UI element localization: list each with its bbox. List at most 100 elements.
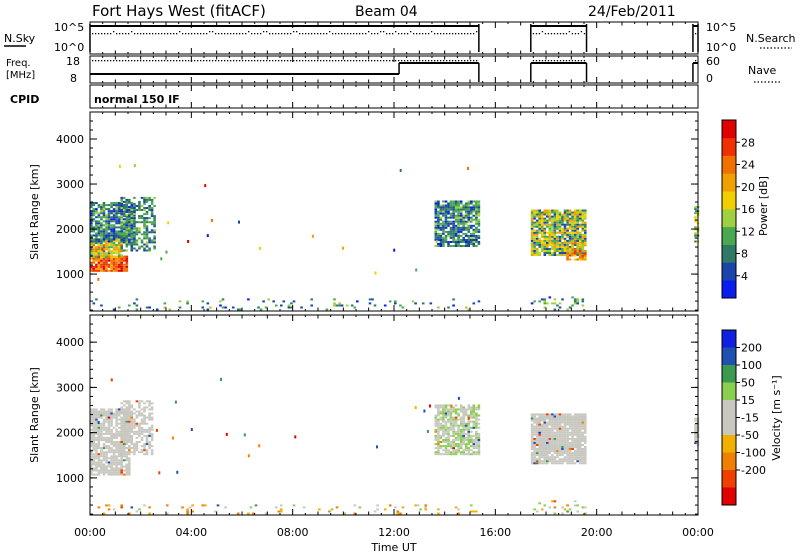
scatter-cell xyxy=(459,230,463,233)
nave-dot xyxy=(425,60,427,62)
scatter-cell xyxy=(128,451,131,454)
scatter-cell xyxy=(535,460,539,463)
scatter-cell xyxy=(133,445,136,448)
scatter-cell xyxy=(437,445,440,448)
scatter-cell xyxy=(571,433,574,436)
scatter-cell xyxy=(238,220,240,224)
scatter-cell xyxy=(546,239,549,242)
scatter-cell xyxy=(576,219,579,222)
scatter-cell xyxy=(138,434,141,437)
scatter-cell xyxy=(475,208,478,211)
scatter-cell xyxy=(102,412,106,415)
scatter-cell xyxy=(125,406,129,409)
nave-dot xyxy=(293,60,295,62)
scatter-cell xyxy=(477,414,481,417)
scatter-cell xyxy=(143,219,146,222)
scatter-cell xyxy=(447,243,450,245)
scatter-cell xyxy=(110,210,113,213)
scatter-cell xyxy=(105,261,108,264)
scatter-cell xyxy=(452,241,455,243)
scatter-cell xyxy=(530,211,534,214)
scatter-cell xyxy=(166,504,169,507)
scatter-cell xyxy=(107,269,111,272)
scatter-cell xyxy=(97,459,101,462)
scatter-cell xyxy=(107,214,111,217)
scatter-cell xyxy=(558,441,562,444)
scatter-cell xyxy=(353,504,357,507)
scatter-cell xyxy=(551,460,554,463)
scatter-cell xyxy=(573,235,577,238)
nave-dot xyxy=(254,60,256,62)
scatter-cell xyxy=(548,460,552,463)
noise-search-dot xyxy=(422,33,424,35)
scatter-cell xyxy=(535,441,539,444)
scatter-cell xyxy=(130,222,134,225)
scatter-cell xyxy=(556,462,559,465)
scatter-cell xyxy=(540,431,544,434)
scatter-cell xyxy=(90,218,93,221)
scatter-cell xyxy=(107,439,111,441)
scatter-cell xyxy=(92,240,96,243)
scatter-cell xyxy=(128,473,131,476)
scatter-cell xyxy=(92,412,96,415)
scatter-cell xyxy=(454,424,458,427)
scatter-cell xyxy=(584,417,587,420)
scatter-cell xyxy=(462,451,465,454)
scatter-cell xyxy=(100,267,103,270)
scatter-cell xyxy=(543,439,547,442)
scatter-cell xyxy=(464,243,468,245)
scatter-cell xyxy=(135,416,139,419)
scatter-cell xyxy=(581,213,585,216)
scatter-cell xyxy=(568,448,572,450)
scatter-cell xyxy=(90,449,93,452)
scatter-cell xyxy=(125,428,129,431)
scatter-cell xyxy=(467,228,471,231)
scatter-cell xyxy=(115,463,118,466)
scatter-cell xyxy=(475,414,478,417)
scatter-cell xyxy=(581,229,585,232)
nave-dot xyxy=(401,60,403,62)
scatter-cell xyxy=(105,248,108,251)
scatter-cell xyxy=(457,432,460,435)
scatter-cell xyxy=(120,459,123,462)
scatter-cell xyxy=(90,240,93,243)
scatter-cell xyxy=(540,250,544,252)
scatter-cell xyxy=(452,441,455,443)
scatter-cell xyxy=(540,231,544,234)
scatter-cell xyxy=(573,500,577,503)
scatter-cell xyxy=(95,457,98,460)
scatter-cell xyxy=(120,215,123,218)
scatter-cell xyxy=(120,265,123,268)
scatter-cell xyxy=(434,206,438,209)
scatter-cell xyxy=(95,439,98,441)
scatter-cell xyxy=(581,219,585,222)
scatter-cell xyxy=(105,412,108,415)
scatter-cell xyxy=(568,217,572,220)
scatter-cell xyxy=(538,450,541,453)
scatter-cell xyxy=(140,439,144,441)
scatter-cell xyxy=(475,214,478,217)
scatter-cell xyxy=(122,233,126,236)
scatter-cell xyxy=(128,459,131,462)
scatter-cell xyxy=(472,243,476,245)
scatter-cell xyxy=(92,414,96,417)
scatter-cell xyxy=(568,417,572,420)
scatter-cell xyxy=(90,267,93,270)
scatter-cell xyxy=(107,226,111,229)
noise-search-dot xyxy=(541,31,544,33)
scatter-cell xyxy=(437,434,440,437)
scatter-cell xyxy=(563,245,567,248)
scatter-cell xyxy=(576,237,579,240)
scatter-cell xyxy=(442,434,445,437)
scatter-cell xyxy=(540,462,544,465)
scatter-cell xyxy=(150,213,154,216)
scatter-cell xyxy=(571,429,574,432)
scatter-cell xyxy=(92,254,96,257)
scatter-cell xyxy=(573,258,577,261)
scatter-cell xyxy=(538,458,541,461)
scatter-cell xyxy=(535,458,539,461)
scatter-cell xyxy=(102,206,106,209)
scatter-cell xyxy=(117,422,121,425)
scatter-cell xyxy=(576,254,579,256)
scatter-cell xyxy=(92,428,96,431)
